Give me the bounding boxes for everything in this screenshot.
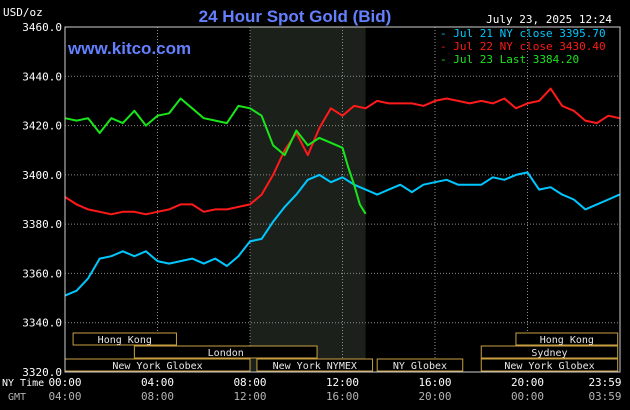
- y-tick-label: 3400.0: [22, 169, 62, 182]
- x-tick-label-ny: 23:59: [588, 376, 621, 389]
- x-tick-label-gmt: 16:00: [326, 390, 359, 403]
- x-tick-label-ny: 12:00: [326, 376, 359, 389]
- price-series: [64, 87, 620, 297]
- x-tick-label-gmt: 03:59: [588, 390, 621, 403]
- legend-entry: - Jul 22 NY close 3430.40: [440, 40, 606, 53]
- x-tick-label-gmt: 20:00: [418, 390, 451, 403]
- session-label: NY Globex: [393, 361, 447, 372]
- gmt-axis-label: GMT: [8, 392, 26, 403]
- session-box: [376, 358, 464, 372]
- x-tick-label-ny: 08:00: [233, 376, 266, 389]
- session-box: [133, 345, 318, 359]
- session-box: [480, 345, 619, 359]
- y-axis-unit-label: USD/oz: [3, 6, 43, 19]
- chart-timestamp: July 23, 2025 12:24: [486, 13, 612, 26]
- session-label: Hong Kong: [540, 335, 594, 346]
- session-box: [72, 332, 177, 346]
- chart-title: 24 Hour Spot Gold (Bid): [199, 7, 392, 26]
- session-label: New York NYMEX: [273, 361, 357, 372]
- session-box: [480, 358, 619, 372]
- y-tick-label: 3340.0: [22, 317, 62, 330]
- x-tick-label-gmt: 12:00: [233, 390, 266, 403]
- x-tick-label-ny: 04:00: [141, 376, 174, 389]
- legend-entry: - Jul 23 Last 3384.20: [440, 53, 579, 66]
- x-tick-label-gmt: 08:00: [141, 390, 174, 403]
- y-tick-label: 3440.0: [22, 70, 62, 83]
- y-tick-label: 3420.0: [22, 120, 62, 133]
- y-tick-label: 3360.0: [22, 267, 62, 280]
- session-box: [515, 332, 619, 346]
- x-tick-label-ny: 20:00: [511, 376, 544, 389]
- session-label: New York Globex: [112, 361, 202, 372]
- x-tick-label-gmt: 04:00: [48, 390, 81, 403]
- legend: - Jul 21 NY close 3395.70- Jul 22 NY clo…: [440, 27, 606, 66]
- plot-border: [64, 26, 621, 373]
- legend-entry: - Jul 21 NY close 3395.70: [440, 27, 606, 40]
- nymex-hours-shade: [250, 27, 366, 372]
- x-axis-tick-labels: 00:0004:0004:0008:0008:0012:0012:0016:00…: [48, 376, 621, 403]
- session-label: Hong Kong: [98, 335, 152, 346]
- session-boxes: Hong Kong Hong Kong London Sydney New York G…: [64, 332, 619, 372]
- ny-time-axis-label: NY Time: [2, 378, 44, 389]
- session-box: [256, 358, 374, 372]
- y-axis-tick-labels: 3460.0 3440.0 3420.0 3400.0 3380.0 3360.0 3340…: [22, 21, 62, 379]
- session-label: Sydney: [531, 348, 567, 359]
- site-watermark: www.kitco.com: [67, 39, 191, 58]
- x-tick-label-gmt: 00:00: [511, 390, 544, 403]
- series-line: [64, 97, 367, 215]
- x-tick-label-ny: 16:00: [418, 376, 451, 389]
- y-tick-label: 3320.0: [22, 366, 62, 379]
- series-line: [64, 171, 620, 297]
- x-tick-label-ny: 00:00: [48, 376, 81, 389]
- y-tick-label: 3380.0: [22, 218, 62, 231]
- session-label: London: [208, 348, 244, 359]
- series-line: [64, 87, 620, 216]
- session-label: New York Globex: [504, 361, 594, 372]
- y-tick-label: 3460.0: [22, 21, 62, 34]
